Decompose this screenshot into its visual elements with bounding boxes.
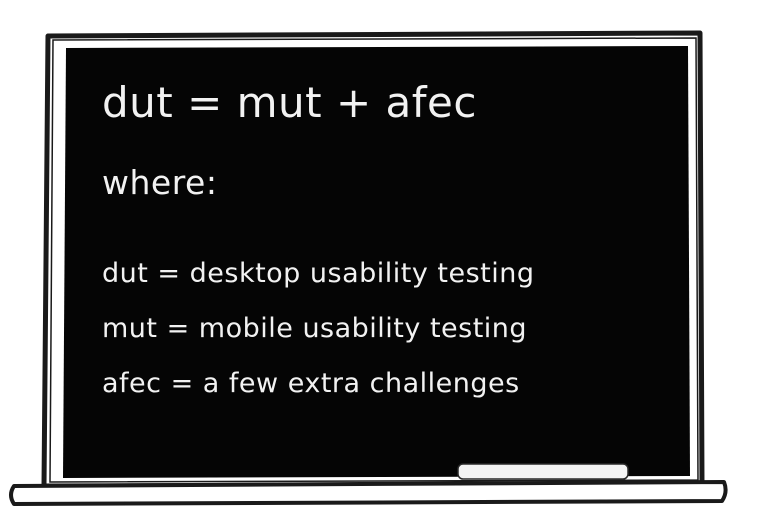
equation-text: dut = mut + afec xyxy=(102,78,477,127)
definition-afec: afec = a few extra challenges xyxy=(102,368,520,399)
definition-mut: mut = mobile usability testing xyxy=(102,313,528,344)
where-label: where: xyxy=(102,163,218,202)
definition-dut: dut = desktop usability testing xyxy=(102,258,535,289)
chalkboard-frame-inner-line xyxy=(49,37,699,483)
chalk-piece xyxy=(457,463,629,480)
chalk-tray xyxy=(9,480,728,506)
chalkboard-surface xyxy=(63,46,690,478)
